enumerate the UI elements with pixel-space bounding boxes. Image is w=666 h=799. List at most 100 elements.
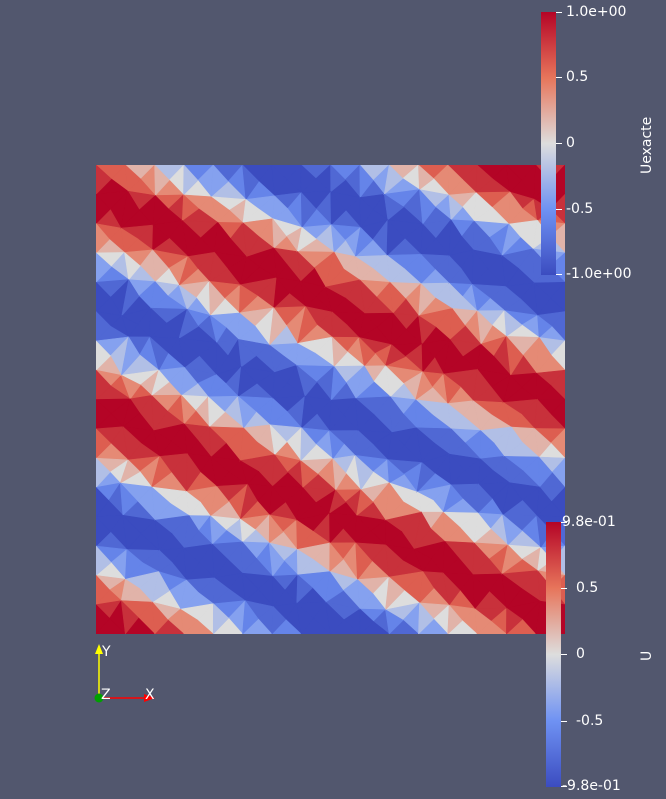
mesh-surface-plot[interactable] (96, 165, 565, 634)
mesh-cell (418, 315, 437, 345)
mesh-cell (296, 250, 315, 282)
x-axis-label: X (145, 687, 155, 703)
mesh-cell (96, 399, 112, 430)
mesh-cell (178, 337, 200, 368)
mesh-cell (501, 254, 519, 288)
mesh-cell (383, 165, 404, 196)
tick-label: 9.8e-01 (562, 514, 616, 530)
mesh-cell (122, 398, 141, 428)
mesh-cell (502, 481, 523, 516)
mesh-cell (354, 365, 375, 400)
mesh-cell (212, 603, 230, 634)
tick-label: 0 (576, 646, 585, 662)
mesh-cell (183, 165, 199, 196)
mesh-cell (471, 249, 489, 286)
mesh-cell (296, 226, 317, 253)
mesh-cell (502, 513, 523, 546)
mesh-cell (359, 196, 374, 229)
mesh-cell (533, 427, 552, 458)
tick-label: -0.5 (576, 713, 604, 729)
mesh-cell (119, 459, 141, 484)
orientation-axes[interactable]: Y Z X (88, 640, 168, 710)
colorbar-u[interactable]: 9.8e-01 0.5 0 -0.5 -9.8e-01 U (546, 515, 664, 794)
mesh-cell (419, 570, 435, 604)
mesh-cell (502, 374, 523, 404)
tick (561, 786, 567, 787)
mesh-cell (151, 570, 170, 603)
mesh-cell (475, 165, 493, 194)
colorbar-uexacte[interactable]: 1.0e+00 0.5 0 -0.5 -1.0e+00 Uexacte (541, 5, 661, 281)
mesh-cell (506, 165, 522, 193)
mesh-cell (124, 251, 141, 281)
mesh-cell (180, 394, 197, 425)
mesh-cell (535, 600, 552, 634)
mesh-cell (359, 608, 375, 634)
mesh-cell (268, 514, 284, 544)
mesh-cell (208, 251, 229, 282)
tick-label: 0.5 (566, 69, 589, 85)
mesh-cell (533, 282, 551, 317)
mesh-cell (413, 511, 432, 550)
mesh-cell (300, 165, 317, 194)
mesh-cell (331, 336, 348, 368)
colorbar-title: U (639, 650, 655, 661)
mesh-cell (538, 456, 553, 488)
mesh-cell (268, 344, 285, 374)
mesh-cell (96, 457, 111, 488)
mesh-cell (120, 578, 140, 602)
mesh-cell (242, 198, 260, 224)
mesh-cell (536, 372, 552, 401)
mesh-cell (420, 253, 436, 285)
mesh-cell (442, 540, 460, 574)
mesh-cell (389, 281, 407, 314)
mesh-cell (359, 279, 378, 315)
mesh-cell (237, 312, 256, 341)
mesh-cell (122, 514, 142, 551)
mesh-cell (180, 366, 198, 396)
mesh-cell (242, 599, 259, 634)
mesh-cell (472, 400, 493, 432)
tick (561, 721, 567, 722)
mesh-cell (96, 487, 110, 518)
mesh-cell (239, 460, 260, 485)
mesh-cell (330, 223, 346, 253)
mesh-cell (271, 605, 287, 634)
mesh-cell (268, 541, 285, 578)
mesh-cell (269, 307, 287, 346)
mesh-cell (207, 374, 227, 398)
mesh-cell (508, 191, 523, 225)
mesh-cell (502, 401, 523, 428)
tick-label: -9.8e-01 (562, 778, 621, 794)
mesh-cell (121, 278, 140, 317)
mesh-cell (299, 280, 317, 308)
mesh-cell (96, 252, 112, 283)
mesh-cell (419, 188, 436, 225)
mesh-cell (152, 194, 169, 226)
mesh-cell (354, 226, 374, 258)
mesh-cell (447, 402, 464, 430)
mesh-cell (183, 422, 199, 455)
mesh-cell (354, 255, 374, 281)
mesh-cell (448, 194, 463, 221)
tick-label: 1.0e+00 (566, 4, 627, 20)
mesh-cell (324, 251, 345, 289)
mesh-cell (183, 547, 200, 581)
mesh-cell (472, 368, 492, 402)
tick (556, 274, 562, 275)
mesh-cell (96, 428, 112, 459)
x-axis-arrow-icon (144, 694, 155, 702)
mesh-cell (477, 458, 494, 485)
mesh-cell (418, 602, 435, 634)
mesh-cell (473, 512, 492, 544)
mesh-cell (271, 165, 288, 197)
mesh-cell (474, 608, 492, 634)
mesh-cell (329, 512, 344, 544)
mesh-cell (241, 541, 257, 574)
mesh-cell (237, 366, 258, 397)
mesh-cell (96, 340, 111, 371)
mesh-cell (269, 485, 286, 516)
colorbar-title: Uexacte (639, 116, 655, 174)
mesh-cell (358, 312, 378, 338)
mesh-cell (442, 511, 461, 543)
